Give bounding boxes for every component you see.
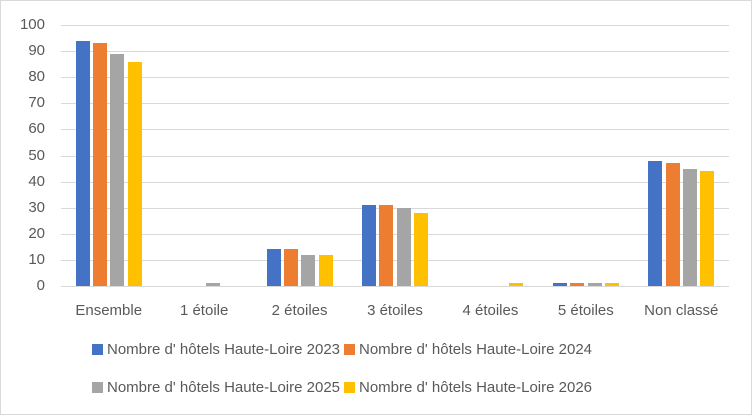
legend-item-2023: Nombre d' hôtels Haute-Loire 2023 bbox=[92, 341, 340, 358]
y-tick-70: 70 bbox=[28, 94, 45, 112]
y-tick-50: 50 bbox=[28, 146, 45, 164]
gridline-100 bbox=[61, 25, 729, 26]
bar-1-2 bbox=[205, 283, 220, 286]
bar-6-3 bbox=[700, 171, 715, 286]
bar-5-2 bbox=[587, 283, 602, 286]
x-tick-label: Non classé bbox=[644, 302, 719, 319]
x-tick-label: 5 étoiles bbox=[557, 302, 614, 319]
legend-label-2025: Nombre d' hôtels Haute-Loire 2025 bbox=[107, 379, 340, 396]
y-tick-10: 10 bbox=[28, 250, 45, 268]
plot-area bbox=[61, 25, 729, 287]
bar-2-2 bbox=[301, 254, 316, 286]
bar-4-3 bbox=[509, 283, 524, 286]
legend-label-2026: Nombre d' hôtels Haute-Loire 2026 bbox=[359, 379, 592, 396]
legend-row-1: Nombre d' hôtels Haute-Loire 2023 Nombre… bbox=[92, 341, 692, 379]
gridline-10 bbox=[61, 259, 729, 261]
gridline-60 bbox=[61, 129, 729, 131]
bar-3-1 bbox=[379, 205, 394, 286]
gridline-50 bbox=[61, 155, 729, 157]
bar-2-1 bbox=[283, 249, 298, 286]
x-tick-label: 1 étoile bbox=[179, 302, 229, 319]
y-tick-40: 40 bbox=[28, 172, 45, 190]
y-tick-100: 100 bbox=[19, 16, 45, 33]
x-tick-label: Ensemble bbox=[75, 302, 143, 319]
legend-swatch-2026 bbox=[344, 382, 355, 393]
y-tick-30: 30 bbox=[28, 198, 45, 216]
bar-6-0 bbox=[648, 160, 663, 286]
legend: Nombre d' hôtels Haute-Loire 2023 Nombre… bbox=[92, 341, 692, 417]
bar-5-3 bbox=[604, 283, 619, 286]
gridline-40 bbox=[61, 181, 729, 183]
gridline-30 bbox=[61, 207, 729, 209]
bar-2-3 bbox=[318, 254, 333, 286]
bar-0-2 bbox=[110, 53, 125, 286]
gridline-80 bbox=[61, 77, 729, 79]
x-tick-label: 4 étoiles bbox=[462, 302, 519, 319]
bar-0-1 bbox=[93, 43, 108, 286]
gridline-70 bbox=[61, 103, 729, 105]
bar-0-0 bbox=[75, 40, 90, 286]
gridline-0 bbox=[61, 286, 729, 287]
x-tick-label: 3 étoiles bbox=[367, 302, 423, 319]
bar-5-0 bbox=[552, 283, 567, 286]
bar-5-1 bbox=[570, 283, 585, 286]
gridline-20 bbox=[61, 233, 729, 235]
y-tick-90: 90 bbox=[28, 42, 45, 60]
legend-item-2024: Nombre d' hôtels Haute-Loire 2024 bbox=[344, 341, 592, 358]
y-tick-80: 80 bbox=[28, 68, 45, 86]
legend-swatch-2024 bbox=[344, 344, 355, 355]
legend-swatch-2023 bbox=[92, 344, 103, 355]
y-tick-20: 20 bbox=[28, 224, 45, 242]
legend-row-2: Nombre d' hôtels Haute-Loire 2025 Nombre… bbox=[92, 379, 692, 417]
bar-6-1 bbox=[665, 163, 680, 286]
y-tick-0: 0 bbox=[36, 277, 45, 294]
legend-swatch-2025 bbox=[92, 382, 103, 393]
bar-0-3 bbox=[127, 61, 142, 286]
gridline-90 bbox=[61, 51, 729, 53]
legend-item-2025: Nombre d' hôtels Haute-Loire 2025 bbox=[92, 379, 340, 396]
bar-3-2 bbox=[396, 207, 411, 286]
bar-2-0 bbox=[266, 249, 281, 286]
bar-3-0 bbox=[362, 205, 377, 286]
legend-label-2024: Nombre d' hôtels Haute-Loire 2024 bbox=[359, 341, 592, 358]
x-tick-label: 2 étoiles bbox=[271, 302, 328, 319]
bar-6-2 bbox=[682, 168, 697, 286]
y-tick-60: 60 bbox=[28, 120, 45, 138]
legend-item-2026: Nombre d' hôtels Haute-Loire 2026 bbox=[344, 379, 592, 396]
legend-label-2023: Nombre d' hôtels Haute-Loire 2023 bbox=[107, 341, 340, 358]
bar-3-3 bbox=[413, 212, 428, 286]
